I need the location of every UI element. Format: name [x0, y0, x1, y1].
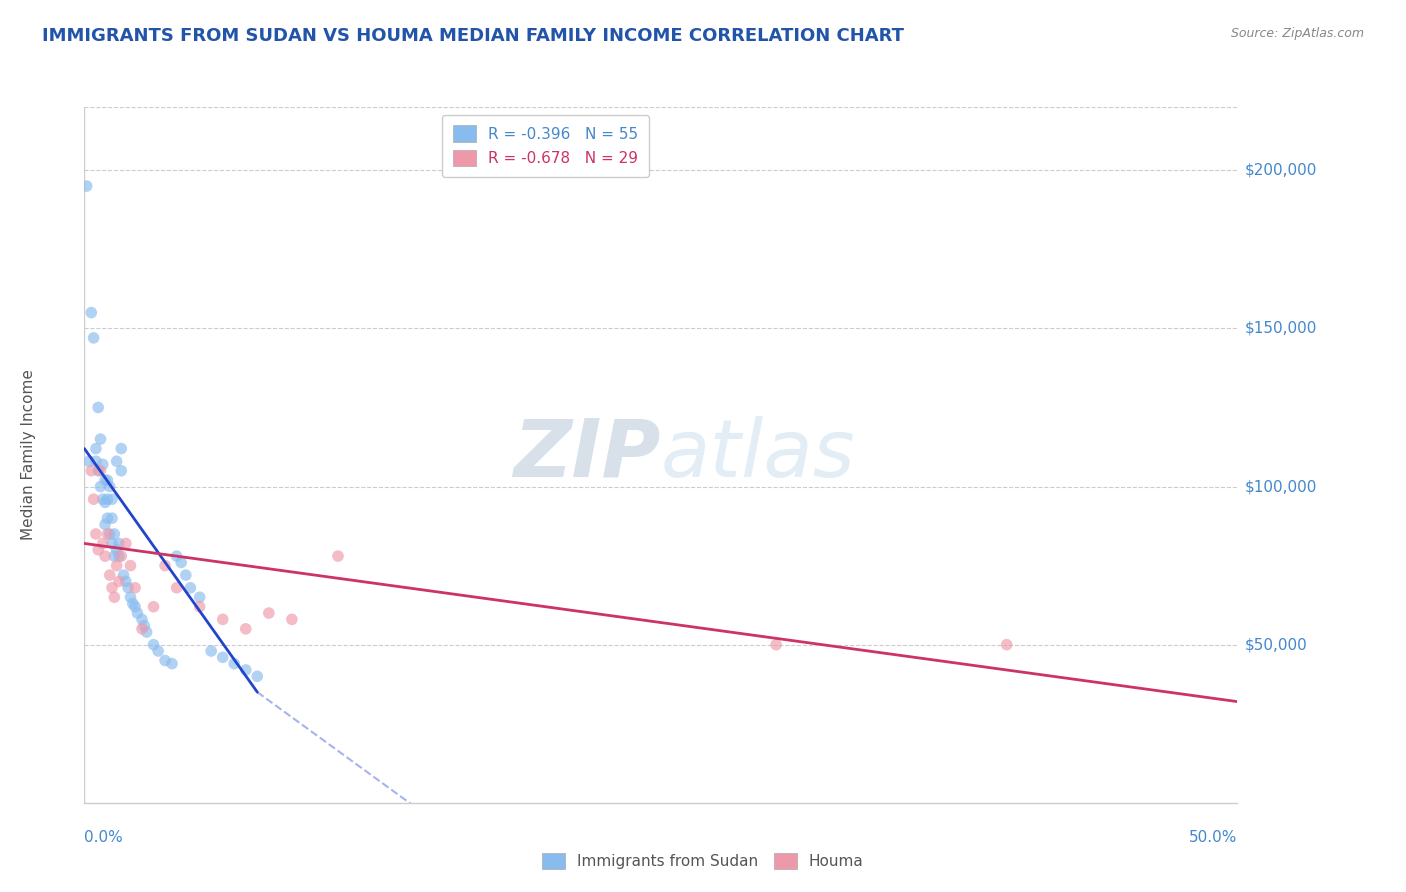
Text: $200,000: $200,000	[1244, 163, 1316, 178]
Point	[142, 599, 165, 614]
Point	[110, 549, 132, 563]
Point	[96, 473, 118, 487]
Point	[105, 542, 128, 557]
Point	[89, 464, 111, 478]
Text: Source: ZipAtlas.com: Source: ZipAtlas.com	[1230, 27, 1364, 40]
Point	[84, 442, 107, 456]
Point	[87, 464, 110, 478]
Point	[103, 591, 125, 605]
Text: Median Family Income: Median Family Income	[21, 369, 35, 541]
Point	[153, 653, 176, 667]
Point	[166, 549, 188, 563]
Point	[160, 657, 183, 671]
Point	[96, 511, 118, 525]
Point	[131, 622, 153, 636]
Point	[127, 606, 149, 620]
Point	[257, 606, 280, 620]
Point	[134, 618, 156, 632]
Point	[188, 599, 211, 614]
Text: 0.0%: 0.0%	[84, 830, 124, 845]
Point	[174, 568, 197, 582]
Point	[170, 556, 193, 570]
Point	[112, 568, 135, 582]
Point	[83, 331, 105, 345]
Point	[146, 644, 169, 658]
Point	[115, 536, 138, 550]
Point	[108, 574, 131, 589]
Point	[115, 574, 138, 589]
Point	[166, 581, 188, 595]
Point	[94, 517, 117, 532]
Point	[211, 650, 233, 665]
Point	[80, 305, 103, 319]
Point	[281, 612, 304, 626]
Point	[124, 599, 146, 614]
Point	[84, 527, 107, 541]
Point	[96, 492, 118, 507]
Point	[101, 536, 124, 550]
Point	[121, 597, 143, 611]
Point	[98, 479, 121, 493]
Point	[110, 442, 132, 456]
Point	[120, 591, 142, 605]
Point	[246, 669, 269, 683]
Point	[101, 511, 124, 525]
Point	[103, 549, 125, 563]
Point	[200, 644, 222, 658]
Point	[235, 622, 257, 636]
Point	[131, 612, 153, 626]
Point	[91, 458, 114, 472]
Point	[108, 549, 131, 563]
Point	[94, 549, 117, 563]
Point	[96, 527, 118, 541]
Point	[105, 558, 128, 573]
Point	[94, 473, 117, 487]
Point	[83, 492, 105, 507]
Point	[91, 492, 114, 507]
Point	[94, 495, 117, 509]
Point	[98, 568, 121, 582]
Point	[124, 581, 146, 595]
Text: $100,000: $100,000	[1244, 479, 1316, 494]
Point	[105, 454, 128, 468]
Point	[153, 558, 176, 573]
Text: atlas: atlas	[661, 416, 856, 494]
Point	[87, 542, 110, 557]
Point	[76, 179, 98, 194]
Point	[91, 536, 114, 550]
Point	[117, 581, 139, 595]
Point	[101, 492, 124, 507]
Point	[89, 432, 111, 446]
Point	[326, 549, 349, 563]
Point	[135, 625, 157, 640]
Point	[188, 591, 211, 605]
Point	[84, 454, 107, 468]
Text: 50.0%: 50.0%	[1189, 830, 1237, 845]
Point	[103, 527, 125, 541]
Point	[120, 558, 142, 573]
Point	[995, 638, 1018, 652]
Point	[108, 536, 131, 550]
Legend: R = -0.396   N = 55, R = -0.678   N = 29: R = -0.396 N = 55, R = -0.678 N = 29	[443, 115, 648, 177]
Point	[80, 464, 103, 478]
Legend: Immigrants from Sudan, Houma: Immigrants from Sudan, Houma	[536, 847, 870, 875]
Text: $50,000: $50,000	[1244, 637, 1308, 652]
Point	[235, 663, 257, 677]
Point	[77, 454, 100, 468]
Point	[101, 581, 124, 595]
Point	[142, 638, 165, 652]
Point	[211, 612, 233, 626]
Point	[765, 638, 787, 652]
Point	[98, 527, 121, 541]
Point	[110, 464, 132, 478]
Point	[179, 581, 201, 595]
Text: IMMIGRANTS FROM SUDAN VS HOUMA MEDIAN FAMILY INCOME CORRELATION CHART: IMMIGRANTS FROM SUDAN VS HOUMA MEDIAN FA…	[42, 27, 904, 45]
Point	[89, 479, 111, 493]
Text: $150,000: $150,000	[1244, 321, 1316, 336]
Point	[87, 401, 110, 415]
Point	[224, 657, 246, 671]
Text: ZIP: ZIP	[513, 416, 661, 494]
